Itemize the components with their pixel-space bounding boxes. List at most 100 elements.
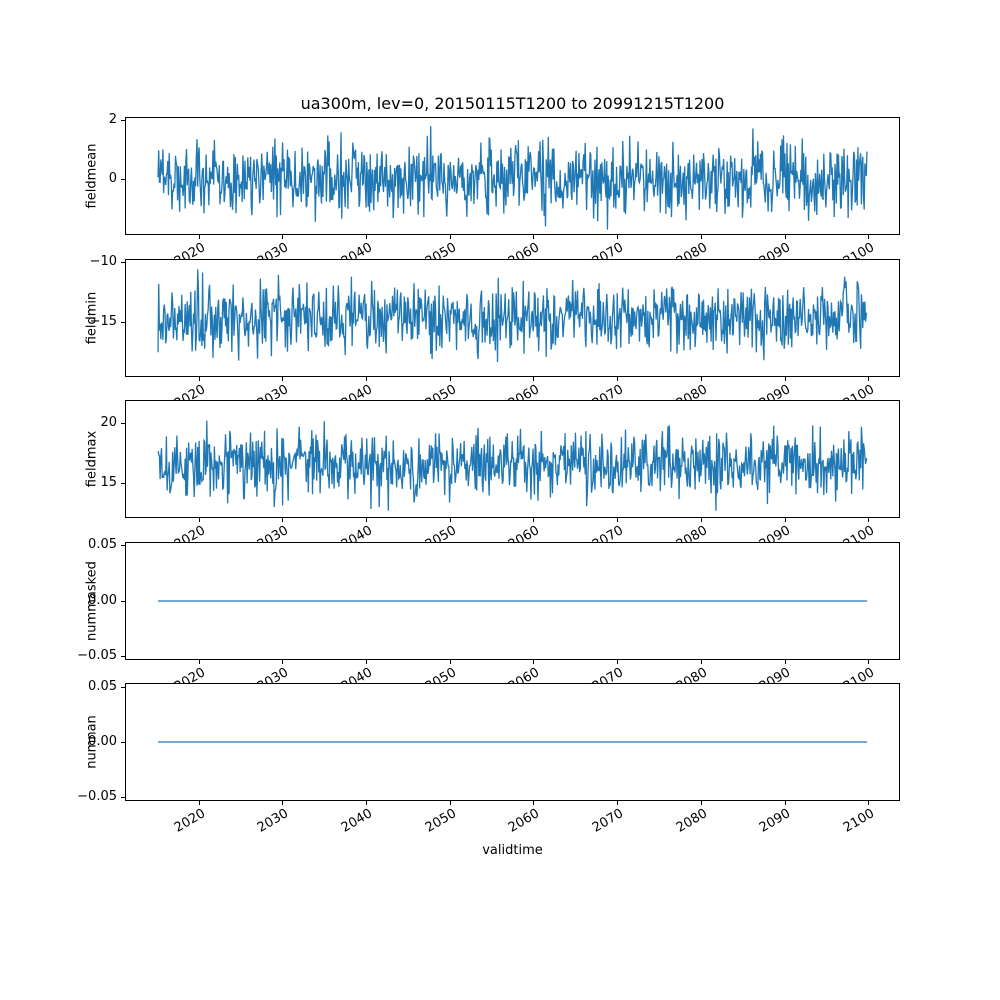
x-tick-mark [449, 801, 451, 805]
series-svg [158, 599, 867, 602]
x-tick-mark [198, 235, 200, 239]
x-tick-mark [868, 518, 870, 522]
x-tick-mark [282, 801, 284, 805]
y-tick-label: 0.05 [88, 678, 117, 694]
x-tick-mark [366, 376, 368, 381]
series-svg [157, 126, 868, 230]
series-line-fieldmin [157, 268, 868, 362]
plot-area-numnan [125, 683, 900, 801]
x-tick-mark [282, 235, 284, 239]
x-tick-mark [198, 801, 200, 805]
x-tick-mark [198, 518, 200, 522]
x-tick-label: 2080 [673, 806, 710, 836]
y-tick-label: −15 [89, 313, 117, 329]
plot-area-fieldmin [125, 258, 900, 377]
x-tick-mark [784, 518, 786, 522]
y-tick-label: 2 [108, 111, 117, 127]
y-tick-label: 15 [100, 475, 117, 491]
x-tick-mark [617, 376, 619, 381]
x-tick-mark [282, 659, 284, 664]
x-tick-mark [366, 235, 368, 239]
y-tick-label: 0 [108, 170, 117, 186]
plot-area-nummasked [125, 541, 900, 660]
x-tick-mark [533, 801, 535, 805]
plot-area-fieldmax [125, 400, 900, 518]
series-line-fieldmean [157, 126, 868, 230]
x-tick-mark [617, 659, 619, 664]
y-tick-label: 0.00 [88, 734, 117, 749]
y-tick-mark [121, 686, 125, 688]
chart-title: ua300m, lev=0, 20150115T1200 to 20991215… [300, 94, 725, 113]
x-tick-mark [282, 376, 284, 381]
x-tick-mark [198, 376, 200, 381]
x-tick-label: 2090 [757, 806, 794, 836]
y-tick-mark [121, 545, 125, 547]
series-svg [158, 741, 867, 743]
x-tick-mark [868, 659, 870, 664]
y-tick-label: 20 [100, 414, 117, 430]
x-tick-mark [198, 659, 200, 664]
x-tick-mark [868, 235, 870, 239]
x-tick-mark [449, 659, 451, 664]
y-tick-mark [121, 422, 125, 424]
plot-area-fieldmean [125, 117, 900, 235]
x-tick-mark [784, 235, 786, 239]
y-tick-mark [121, 321, 125, 323]
x-tick-mark [868, 801, 870, 805]
x-tick-mark [700, 801, 702, 805]
y-tick-label: 0.00 [88, 592, 117, 608]
x-tick-mark [617, 235, 619, 239]
y-tick-label: 0.05 [88, 537, 117, 553]
x-tick-mark [700, 659, 702, 664]
y-tick-mark [121, 483, 125, 485]
x-tick-mark [533, 376, 535, 381]
x-tick-label: 2040 [338, 806, 376, 836]
x-tick-mark [700, 376, 702, 381]
y-tick-label: −0.05 [77, 789, 117, 805]
x-tick-mark [784, 659, 786, 664]
x-axis-label: validtime [482, 843, 543, 858]
y-tick-mark [121, 742, 125, 743]
y-tick-mark [121, 178, 125, 180]
x-tick-label: 2100 [841, 806, 878, 836]
x-tick-mark [282, 518, 284, 522]
x-tick-mark [366, 659, 368, 664]
x-tick-mark [533, 518, 535, 522]
x-tick-mark [868, 376, 870, 381]
y-tick-mark [121, 119, 125, 121]
x-tick-mark [533, 235, 535, 239]
x-tick-mark [700, 518, 702, 522]
series-line-fieldmax [157, 420, 868, 511]
x-tick-mark [533, 659, 535, 664]
x-tick-mark [366, 801, 368, 805]
x-tick-mark [449, 235, 451, 239]
x-tick-mark [449, 518, 451, 522]
x-tick-label: 2050 [422, 806, 459, 836]
y-tick-mark [121, 262, 125, 264]
x-tick-mark [366, 518, 368, 522]
series-svg [157, 268, 868, 362]
x-tick-label: 2070 [589, 806, 627, 836]
x-tick-mark [700, 235, 702, 239]
x-tick-mark [784, 801, 786, 805]
series-svg [157, 420, 868, 511]
y-tick-label: −10 [89, 254, 117, 270]
x-tick-mark [617, 518, 619, 522]
y-tick-mark [121, 600, 125, 602]
y-tick-mark [121, 655, 125, 657]
x-tick-label: 2030 [255, 806, 292, 836]
y-tick-label: −0.05 [77, 647, 117, 663]
x-tick-mark [617, 801, 619, 805]
y-tick-mark [121, 797, 125, 799]
x-tick-mark [449, 376, 451, 381]
x-tick-label: 2020 [171, 806, 208, 836]
x-tick-mark [784, 376, 786, 381]
x-tick-label: 2060 [506, 806, 543, 836]
